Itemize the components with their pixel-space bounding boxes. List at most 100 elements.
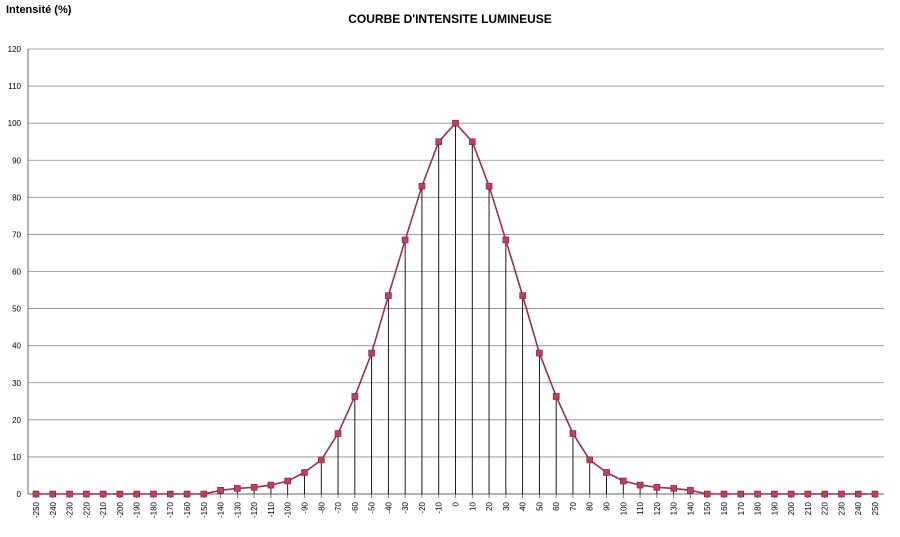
data-point: [787, 490, 795, 498]
x-tick-label: -190: [133, 501, 142, 518]
x-tick-label: -210: [99, 501, 108, 518]
x-tick-label: -250: [32, 501, 41, 518]
x-tick-label: -160: [183, 501, 192, 518]
x-tick-label: 230: [837, 501, 846, 515]
x-tick-label: 10: [468, 501, 477, 510]
y-tick-label: 0: [17, 490, 22, 499]
data-point: [653, 484, 661, 491]
x-tick-label: -60: [351, 501, 360, 513]
data-point: [485, 182, 493, 190]
x-tick-label: 150: [703, 501, 712, 515]
x-tick-label: -240: [49, 501, 58, 518]
data-point: [838, 490, 845, 498]
data-point: [569, 430, 577, 437]
data-point: [183, 490, 191, 498]
data-point: [66, 490, 73, 498]
data-point: [804, 490, 812, 498]
data-point: [301, 469, 308, 476]
x-tick-label: 210: [804, 501, 813, 515]
x-tick-label: 170: [737, 501, 746, 515]
x-tick-label: 100: [619, 501, 628, 515]
x-tick-label: -10: [435, 501, 444, 513]
x-tick-label: -40: [384, 501, 393, 513]
y-tick-label: 40: [12, 342, 21, 351]
data-point: [754, 490, 761, 498]
x-tick-label: -110: [267, 501, 276, 517]
x-tick-label: 180: [754, 501, 763, 515]
x-tick-label: 240: [854, 501, 863, 515]
data-point: [368, 349, 375, 357]
x-tick-label: 130: [670, 501, 679, 515]
y-tick-label: 110: [8, 82, 21, 91]
chart-title: COURBE D'INTENSITE LUMINEUSE: [348, 12, 552, 26]
data-point: [32, 490, 40, 498]
x-tick-label: 160: [720, 501, 729, 515]
y-tick-label: 10: [12, 453, 21, 462]
x-tick-label: -80: [317, 501, 326, 513]
x-tick-label: 220: [821, 501, 830, 515]
x-tick-label: -180: [149, 501, 158, 518]
x-tick-label: -90: [300, 501, 309, 513]
data-point: [670, 485, 677, 492]
data-point: [519, 292, 526, 299]
x-tick-label: 140: [686, 501, 695, 515]
data-point: [468, 138, 476, 146]
x-tick-label: 0: [452, 501, 461, 506]
y-tick-label: 50: [12, 305, 21, 314]
x-tick-label: 190: [770, 501, 779, 515]
data-point: [250, 484, 258, 491]
x-tick-label: 30: [502, 501, 511, 510]
y-tick-label: 100: [8, 119, 22, 128]
x-tick-label: 20: [485, 501, 494, 510]
x-tick-label: 200: [787, 501, 796, 515]
data-point: [116, 490, 124, 498]
x-tick-label: 120: [653, 501, 662, 515]
data-point: [703, 490, 711, 498]
x-tick-label: 90: [603, 501, 612, 510]
y-tick-label: 60: [12, 268, 21, 277]
data-point: [720, 490, 728, 498]
data-point: [603, 469, 610, 476]
x-tick-label: -30: [401, 501, 410, 513]
data-point: [200, 490, 208, 498]
x-tick-label: 250: [871, 501, 880, 515]
x-tick-label: 70: [569, 501, 578, 510]
data-point: [854, 490, 862, 498]
data-point: [619, 477, 627, 485]
y-tick-label: 80: [12, 193, 21, 202]
data-point: [871, 490, 879, 498]
x-tick-label: 50: [535, 501, 544, 510]
data-point: [401, 236, 409, 244]
data-point: [334, 430, 342, 437]
data-point: [150, 490, 157, 498]
data-point: [687, 486, 694, 494]
data-point: [452, 119, 459, 127]
data-point: [385, 292, 392, 299]
data-point: [435, 138, 443, 146]
data-point: [536, 349, 543, 357]
x-tick-label: 80: [586, 501, 595, 510]
x-tick-label: -50: [368, 501, 377, 513]
y-axis-label: Intensité (%): [6, 4, 72, 16]
data-point: [737, 490, 745, 498]
data-point: [636, 481, 644, 489]
data-point: [217, 486, 224, 494]
x-tick-label: -170: [166, 501, 175, 518]
x-tick-label: -150: [200, 501, 209, 518]
y-tick-label: 30: [12, 379, 21, 388]
data-point: [284, 477, 292, 485]
y-tick-label: 90: [12, 156, 21, 165]
data-point: [317, 456, 325, 464]
data-point: [267, 481, 275, 489]
data-point: [502, 236, 510, 244]
x-tick-label: -200: [116, 501, 125, 518]
y-tick-label: 70: [12, 230, 21, 239]
data-point: [234, 485, 241, 492]
x-tick-label: -140: [217, 501, 226, 518]
x-tick-label: -120: [250, 501, 259, 518]
data-point: [586, 456, 594, 464]
y-tick-label: 120: [8, 45, 22, 54]
x-tick-label: 40: [519, 501, 528, 510]
x-tick-label: -100: [284, 501, 293, 518]
